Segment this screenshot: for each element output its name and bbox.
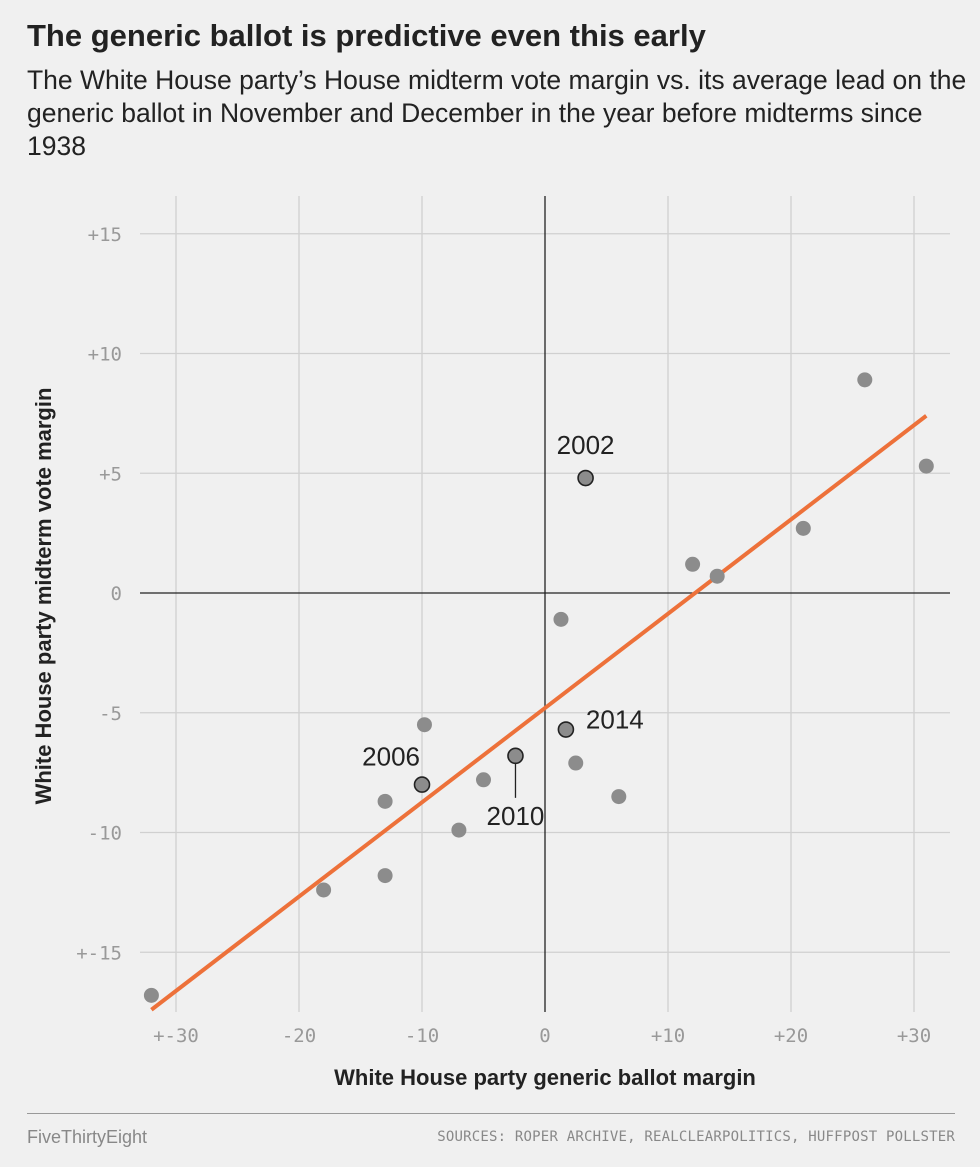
data-point-5 [451,822,467,838]
data-point-12 [795,520,811,536]
x-tick-label-4: +10 [651,1025,685,1047]
points-layer [143,372,934,1003]
y-tick-label-1: +10 [88,344,122,366]
x-tick-label-0: +-30 [153,1025,199,1047]
y-tick-label-4: -5 [99,703,122,725]
data-point-13 [857,372,873,388]
y-tick-label-6: +-15 [76,942,122,964]
highlighted-points-layer: 2002 2006 2010 2014 [362,430,644,831]
sources-note: SOURCES: ROPER ARCHIVE, REALCLEARPOLITIC… [437,1129,955,1145]
x-axis-label: White House party generic ballot margin [334,1065,756,1090]
highlight-point-2014 [557,721,575,738]
y-tick-label-3: 0 [111,583,122,605]
data-point-8 [568,755,584,771]
x-tick-label-3: 0 [539,1025,550,1047]
footer-divider [27,1113,955,1114]
chart-title: The generic ballot is predictive even th… [27,18,706,53]
y-tick-label-0: +15 [88,224,122,246]
data-point-1 [316,882,332,898]
tick-labels: +-30 -20 -10 0 +10 +20 +30 +15 +10 +5 0 -5 -10 +-15 [76,224,931,1047]
brand-logo-text: FiveThirtyEight [27,1127,148,1147]
x-tick-label-5: +20 [774,1025,808,1047]
y-tick-label-2: +5 [99,463,122,485]
annotation-2002: 2002 [557,430,615,460]
x-tick-label-1: -20 [282,1025,316,1047]
trendline [150,414,928,1012]
highlight-point-2002 [577,469,594,487]
grid [140,196,950,1012]
data-point-7 [553,611,569,627]
data-point-3 [377,793,393,809]
annotation-2010: 2010 [487,801,545,831]
data-point-9 [611,789,627,805]
highlight-point-2006 [413,776,431,793]
zero-axes [140,196,950,1012]
data-point-6 [476,772,491,788]
data-point-10 [685,556,701,572]
chart-subtitle: The White House party’s House midterm vo… [27,65,967,161]
annotation-2014: 2014 [586,705,644,735]
x-tick-label-2: -10 [405,1025,439,1047]
annotation-2006: 2006 [362,742,420,772]
data-point-11 [709,568,725,584]
x-tick-label-6: +30 [897,1025,931,1047]
highlight-point-2010 [507,747,524,765]
data-point-4 [416,717,432,733]
data-point-0 [143,987,159,1003]
data-point-2 [377,868,393,884]
y-tick-label-5: -10 [88,823,122,845]
y-axis-label: White House party midterm vote margin [31,387,56,805]
trendline-layer [150,414,928,1012]
data-point-14 [918,458,934,474]
